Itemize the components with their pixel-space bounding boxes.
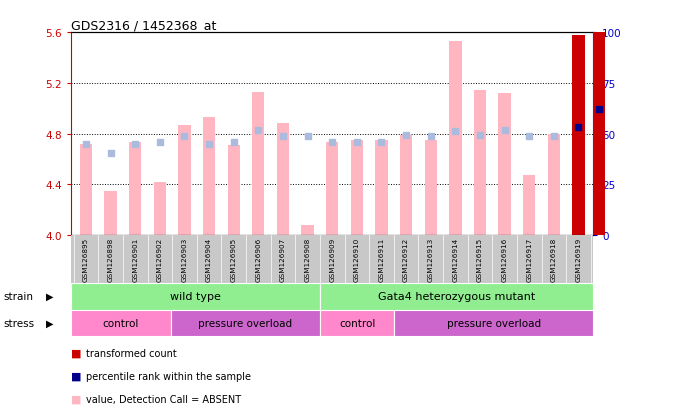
Bar — [171, 310, 320, 337]
Text: GSM126898: GSM126898 — [108, 237, 114, 281]
Text: GSM126911: GSM126911 — [378, 237, 384, 281]
Bar — [178, 126, 191, 235]
Text: ■: ■ — [71, 394, 81, 404]
Bar — [523, 176, 536, 235]
Text: transformed count: transformed count — [86, 348, 177, 358]
Text: GSM126903: GSM126903 — [182, 237, 188, 281]
Text: ▶: ▶ — [46, 318, 54, 328]
Bar — [252, 93, 264, 235]
Bar — [326, 143, 338, 235]
Text: GSM126912: GSM126912 — [403, 237, 409, 281]
Text: GSM126915: GSM126915 — [477, 237, 483, 281]
Text: strain: strain — [3, 291, 33, 301]
Text: pressure overload: pressure overload — [198, 318, 292, 328]
Text: ■: ■ — [71, 371, 81, 381]
Bar — [450, 42, 462, 235]
Text: GSM126918: GSM126918 — [551, 237, 557, 281]
Text: GSM126913: GSM126913 — [428, 237, 434, 281]
Text: GDS2316 / 1452368_at: GDS2316 / 1452368_at — [71, 19, 216, 32]
Text: percentile rank within the sample: percentile rank within the sample — [86, 371, 251, 381]
Text: control: control — [339, 318, 375, 328]
Text: GSM126908: GSM126908 — [304, 237, 311, 281]
Bar — [376, 140, 388, 235]
Text: ▶: ▶ — [46, 291, 54, 301]
Text: wild type: wild type — [170, 291, 221, 301]
Bar — [203, 118, 215, 235]
Bar — [320, 283, 593, 310]
Bar — [104, 191, 117, 235]
Text: GSM126907: GSM126907 — [280, 237, 286, 281]
Text: ■: ■ — [71, 348, 81, 358]
Text: pressure overload: pressure overload — [447, 318, 541, 328]
Bar — [572, 36, 584, 235]
Bar — [498, 94, 511, 235]
Text: GSM126905: GSM126905 — [231, 237, 237, 281]
Text: GSM126909: GSM126909 — [330, 237, 335, 281]
Text: value, Detection Call = ABSENT: value, Detection Call = ABSENT — [86, 394, 241, 404]
Text: GSM126916: GSM126916 — [502, 237, 508, 281]
Text: GSM126906: GSM126906 — [256, 237, 261, 281]
Text: GSM126902: GSM126902 — [157, 237, 163, 281]
Bar — [277, 124, 289, 235]
Bar — [302, 225, 314, 235]
Text: GSM126895: GSM126895 — [83, 237, 89, 281]
Bar — [320, 310, 395, 337]
Bar — [71, 283, 320, 310]
Bar — [154, 182, 166, 235]
Bar — [474, 91, 486, 235]
Text: control: control — [103, 318, 139, 328]
Bar — [71, 310, 171, 337]
Bar — [228, 146, 240, 235]
Text: GSM126910: GSM126910 — [354, 237, 360, 281]
Text: GSM126904: GSM126904 — [206, 237, 212, 281]
Bar — [424, 140, 437, 235]
Text: Gata4 heterozygous mutant: Gata4 heterozygous mutant — [378, 291, 535, 301]
Bar — [129, 143, 142, 235]
Text: GSM126919: GSM126919 — [576, 237, 582, 281]
Bar — [400, 135, 412, 235]
Bar — [80, 145, 92, 235]
Text: GSM126901: GSM126901 — [132, 237, 138, 281]
Text: GSM126917: GSM126917 — [526, 237, 532, 281]
Bar — [548, 134, 560, 235]
Bar — [395, 310, 593, 337]
Bar — [351, 140, 363, 235]
Text: stress: stress — [3, 318, 35, 328]
Text: GSM126914: GSM126914 — [452, 237, 458, 281]
